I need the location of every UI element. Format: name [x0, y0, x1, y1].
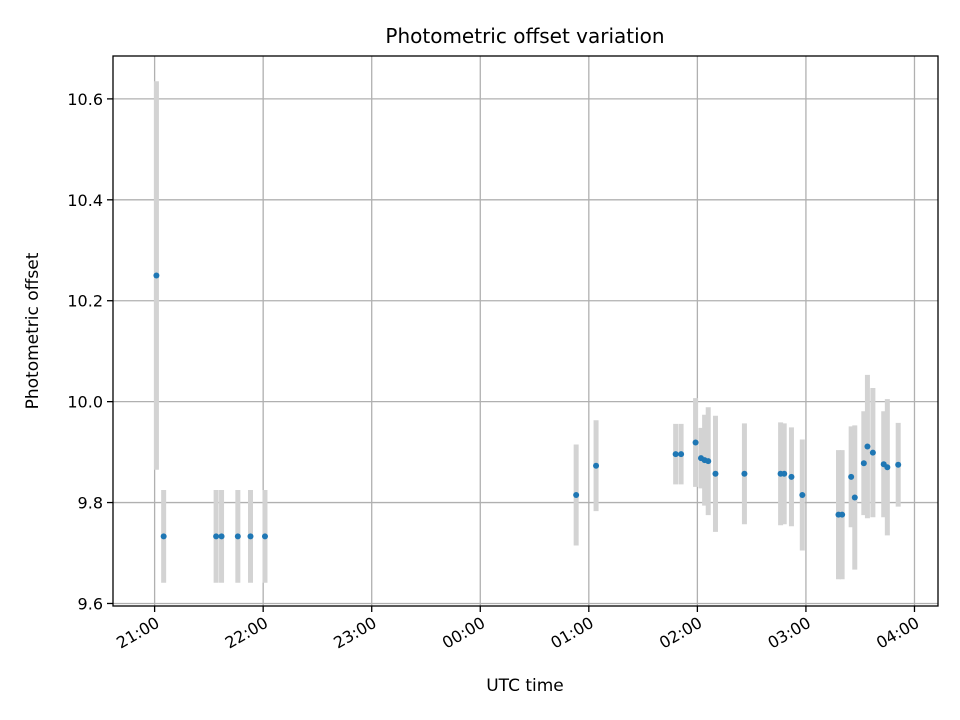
- data-point: [712, 470, 719, 477]
- data-point: [247, 533, 254, 540]
- data-points: [153, 272, 902, 540]
- x-axis-label: UTC time: [486, 676, 564, 696]
- data-point: [213, 533, 220, 540]
- data-point: [573, 491, 580, 498]
- data-point: [884, 464, 891, 471]
- data-point: [234, 533, 241, 540]
- y-axis-ticks: 9.6 9.8 10.0 10.2 10.4 10.6: [67, 90, 113, 613]
- y-tick-label: 9.8: [78, 494, 103, 513]
- data-point: [741, 470, 748, 477]
- data-point: [692, 439, 699, 446]
- y-tick-label: 10.0: [67, 393, 103, 412]
- y-tick-label: 10.6: [67, 90, 103, 109]
- data-point: [848, 473, 855, 480]
- data-point: [839, 511, 846, 518]
- plot-frame: [112, 55, 939, 607]
- chart-title: Photometric offset variation: [385, 24, 664, 48]
- data-point: [153, 272, 160, 279]
- data-point: [781, 470, 788, 477]
- y-axis-label: Photometric offset: [23, 252, 43, 409]
- y-tick-label: 9.6: [78, 594, 103, 613]
- y-tick-label: 10.2: [67, 292, 103, 311]
- data-point: [261, 533, 268, 540]
- data-point: [895, 461, 902, 468]
- data-point: [864, 443, 871, 450]
- data-point: [705, 458, 712, 465]
- y-tick-label: 10.4: [67, 191, 103, 210]
- data-point: [593, 462, 600, 469]
- data-point: [788, 473, 795, 480]
- data-point: [851, 494, 858, 501]
- data-point: [869, 449, 876, 456]
- data-point: [218, 533, 225, 540]
- data-point: [860, 460, 867, 467]
- data-point: [160, 533, 167, 540]
- data-point: [672, 451, 679, 458]
- data-point: [678, 451, 685, 458]
- data-point: [799, 491, 806, 498]
